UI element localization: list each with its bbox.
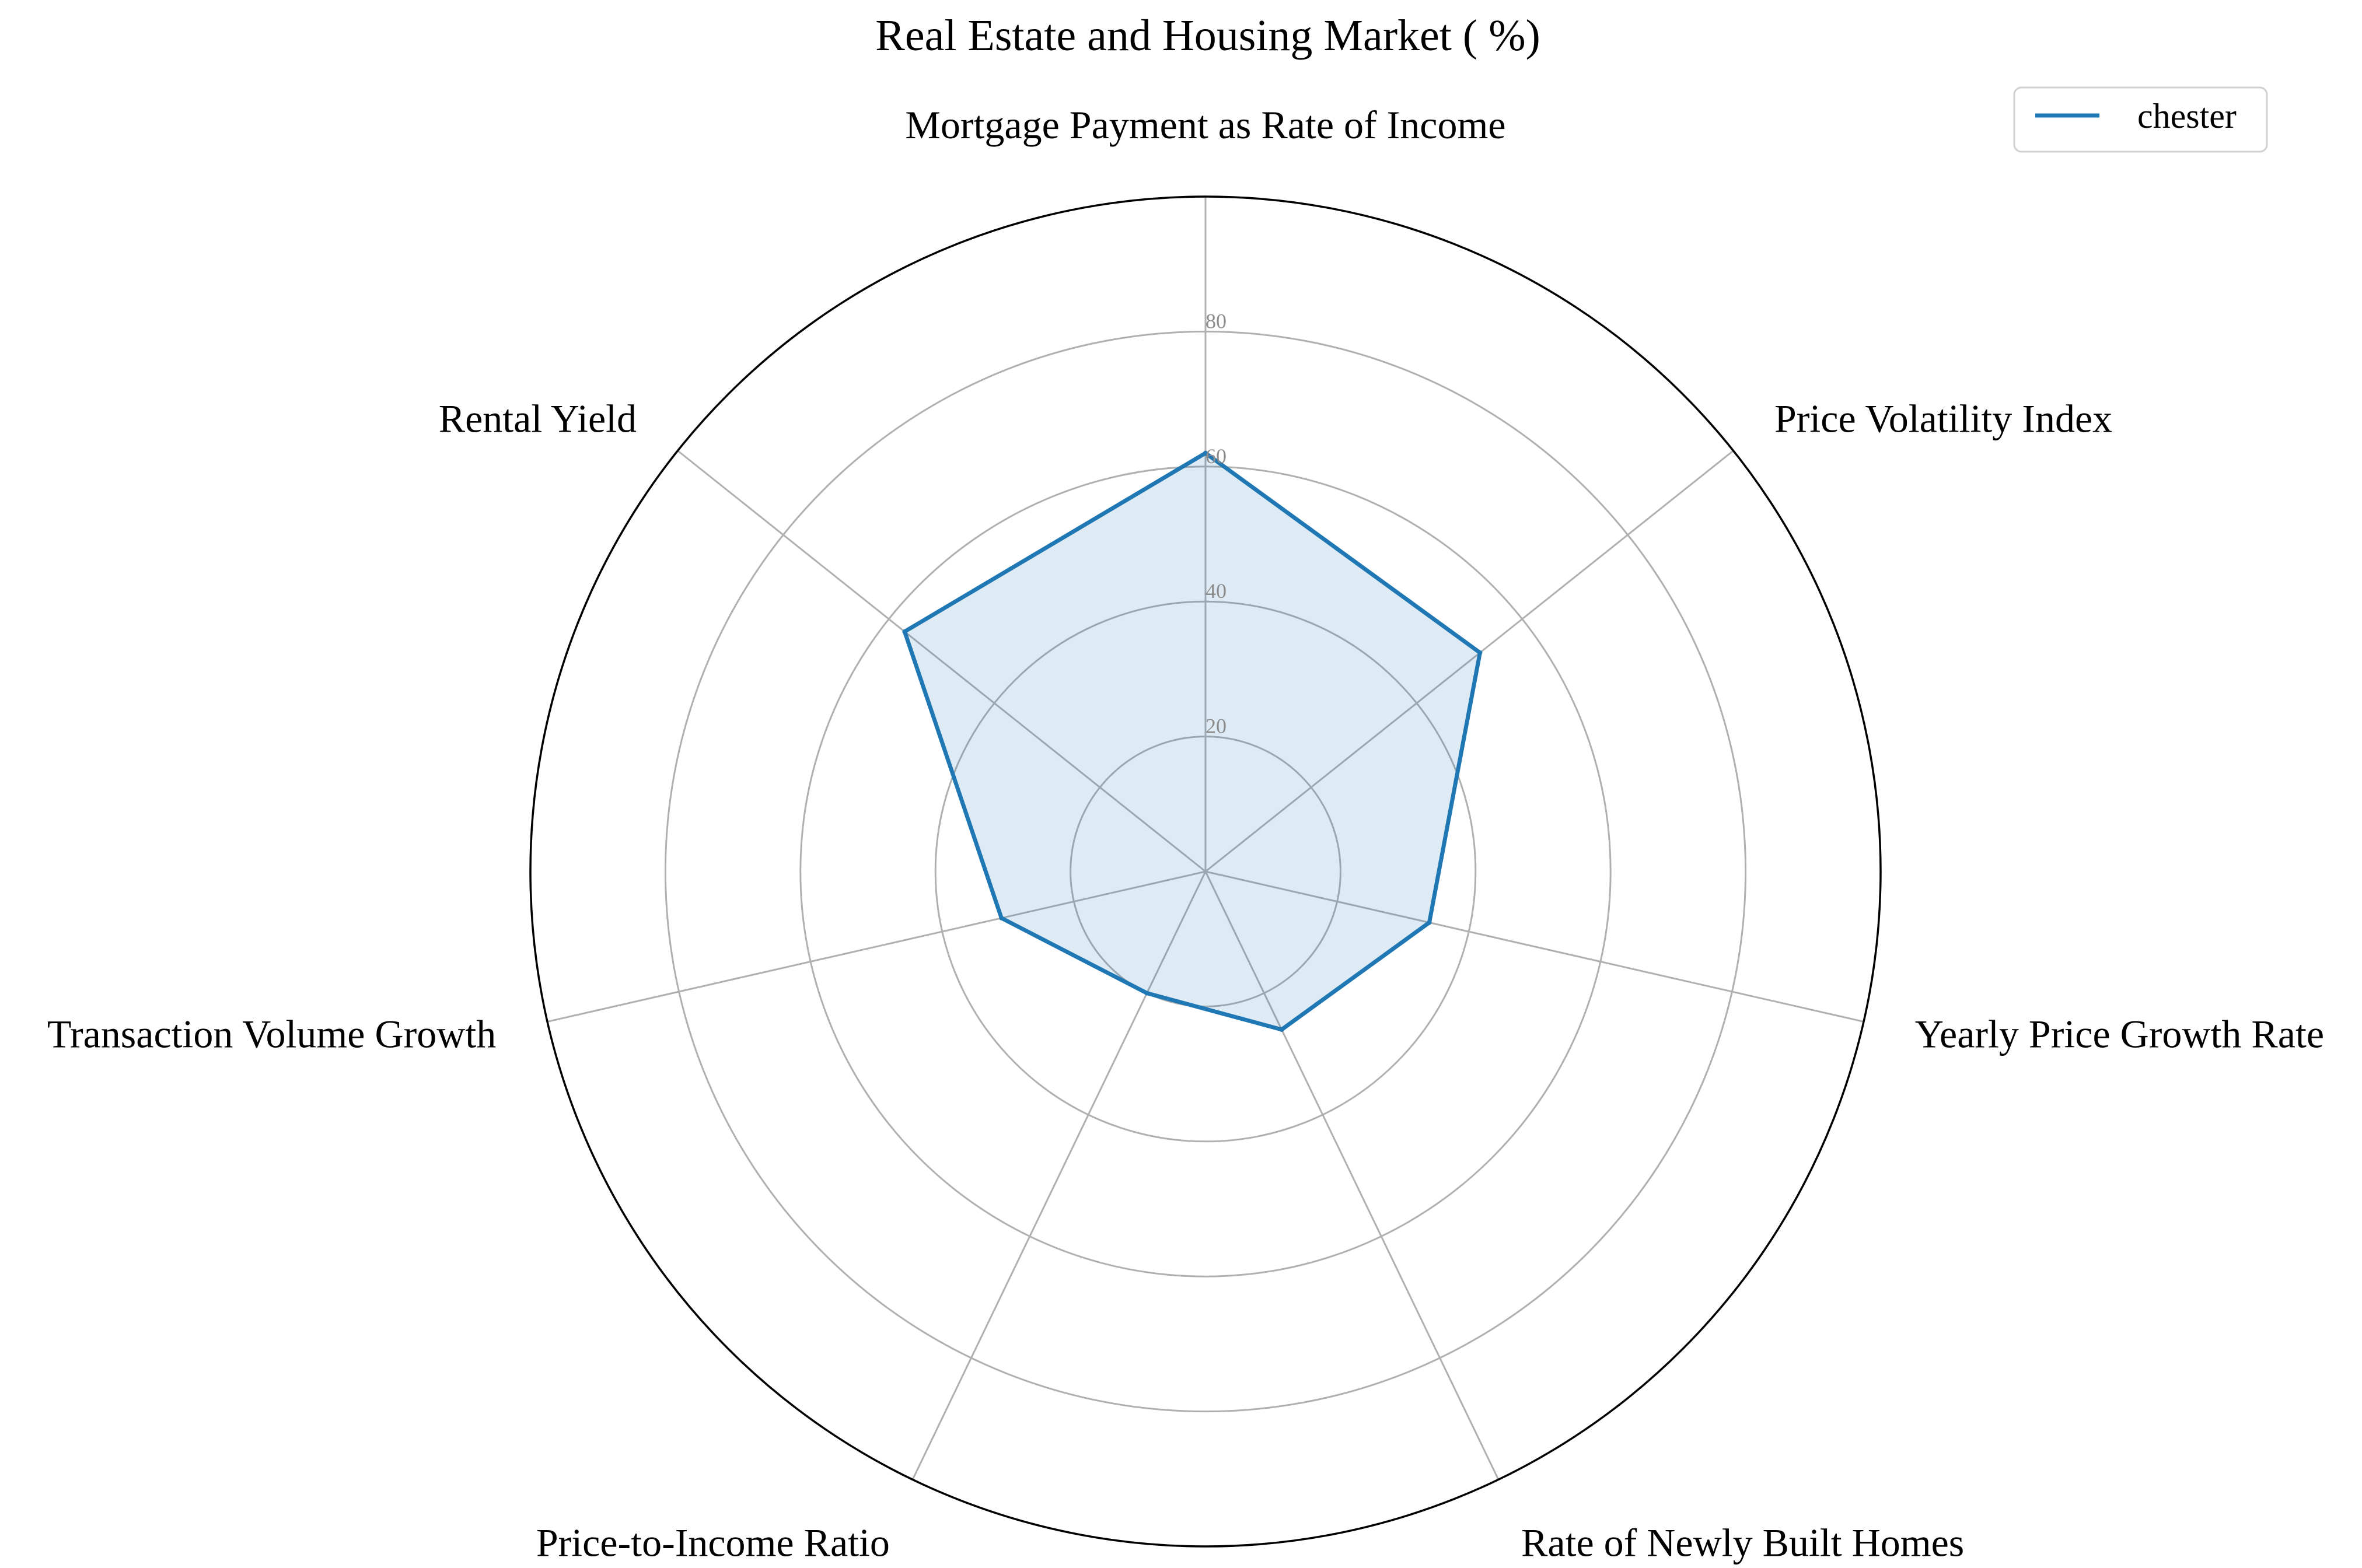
legend-label-chester: chester (2137, 97, 2237, 135)
data-point-chester-0 (1203, 450, 1208, 456)
axis-label-1: Price Volatility Index (1774, 397, 2112, 441)
data-point-chester-3 (1279, 1027, 1284, 1032)
axis-spoke (547, 870, 1206, 1023)
radial-tick-label: 80 (1206, 309, 1227, 332)
legend-frame (2013, 86, 2268, 153)
axis-label-0: Mortgage Payment as Rate of Income (905, 103, 1505, 147)
outer-frame (529, 195, 1882, 1548)
axis-label-5: Transaction Volume Growth (47, 1012, 496, 1056)
legend[interactable]: chester (2013, 86, 2268, 153)
axis-spoke (911, 871, 1207, 1480)
axis-label-6: Rental Yield (439, 397, 637, 441)
label-layer: 20 40 60 80 Mortgage Payment as Rate of Inco… (47, 103, 2324, 1565)
axis-spoke (1205, 450, 1734, 873)
data-point-chester-4 (1144, 991, 1149, 996)
series-layer (902, 450, 1483, 1032)
chart-title: Real Estate and Housing Market ( %) (875, 11, 1540, 60)
axis-label-2: Yearly Price Growth Rate (1915, 1012, 2324, 1056)
axis-spoke (677, 450, 1206, 873)
data-point-chester-6 (902, 629, 907, 634)
radial-tick-label: 60 (1206, 444, 1227, 468)
data-point-chester-2 (1427, 920, 1432, 925)
series-line-chester (902, 451, 1482, 1032)
axis-spoke (1205, 870, 1864, 1023)
axis-label-3: Rate of Newly Built Homes (1521, 1521, 1964, 1565)
axis-label-4: Price-to-Income Ratio (536, 1521, 890, 1565)
grid-layer (529, 195, 1882, 1548)
radial-tick-label: 40 (1206, 579, 1227, 603)
radial-tick-label: 20 (1206, 715, 1227, 738)
data-point-chester-5 (999, 915, 1004, 921)
data-point-chester-1 (1477, 650, 1483, 655)
axis-spoke (1204, 871, 1500, 1480)
series-fill-chester (904, 453, 1480, 1030)
